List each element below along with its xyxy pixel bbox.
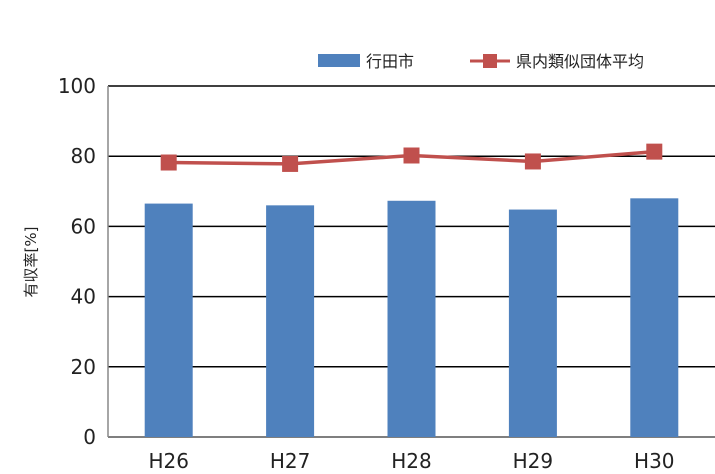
y-axis-title: 有収率[%] — [22, 227, 40, 298]
line-point — [524, 153, 541, 170]
x-tick-label: H27 — [270, 449, 311, 473]
bar — [144, 203, 193, 437]
y-tick-label: 60 — [71, 214, 96, 238]
legend-swatch-bar — [318, 54, 360, 67]
x-axis: H26 H27 H28 H29 H30 — [148, 449, 674, 473]
line-series — [160, 143, 663, 172]
bar-series — [144, 198, 679, 437]
y-tick-label: 80 — [71, 144, 96, 168]
x-tick-label: H30 — [634, 449, 675, 473]
y-tick-label: 20 — [71, 355, 96, 379]
y-tick-label: 40 — [71, 285, 96, 309]
bar — [508, 209, 557, 437]
line-point — [646, 143, 663, 160]
x-tick-label: H28 — [391, 449, 432, 473]
y-tick-label: 100 — [58, 74, 96, 98]
y-axis: 0 20 40 60 80 100 — [58, 74, 96, 449]
legend: 行田市 県内類似団体平均 — [318, 52, 644, 71]
line-point — [282, 155, 299, 172]
line-point — [403, 147, 420, 164]
legend-marker — [483, 54, 497, 68]
legend-label-line: 県内類似団体平均 — [516, 52, 644, 71]
x-tick-label: H29 — [513, 449, 554, 473]
bar — [387, 200, 436, 437]
y-tick-label: 0 — [83, 425, 96, 449]
bar — [630, 198, 679, 437]
x-tick-label: H26 — [148, 449, 189, 473]
legend-label-bar: 行田市 — [366, 52, 414, 71]
bar — [266, 205, 315, 437]
line-point — [160, 154, 177, 171]
